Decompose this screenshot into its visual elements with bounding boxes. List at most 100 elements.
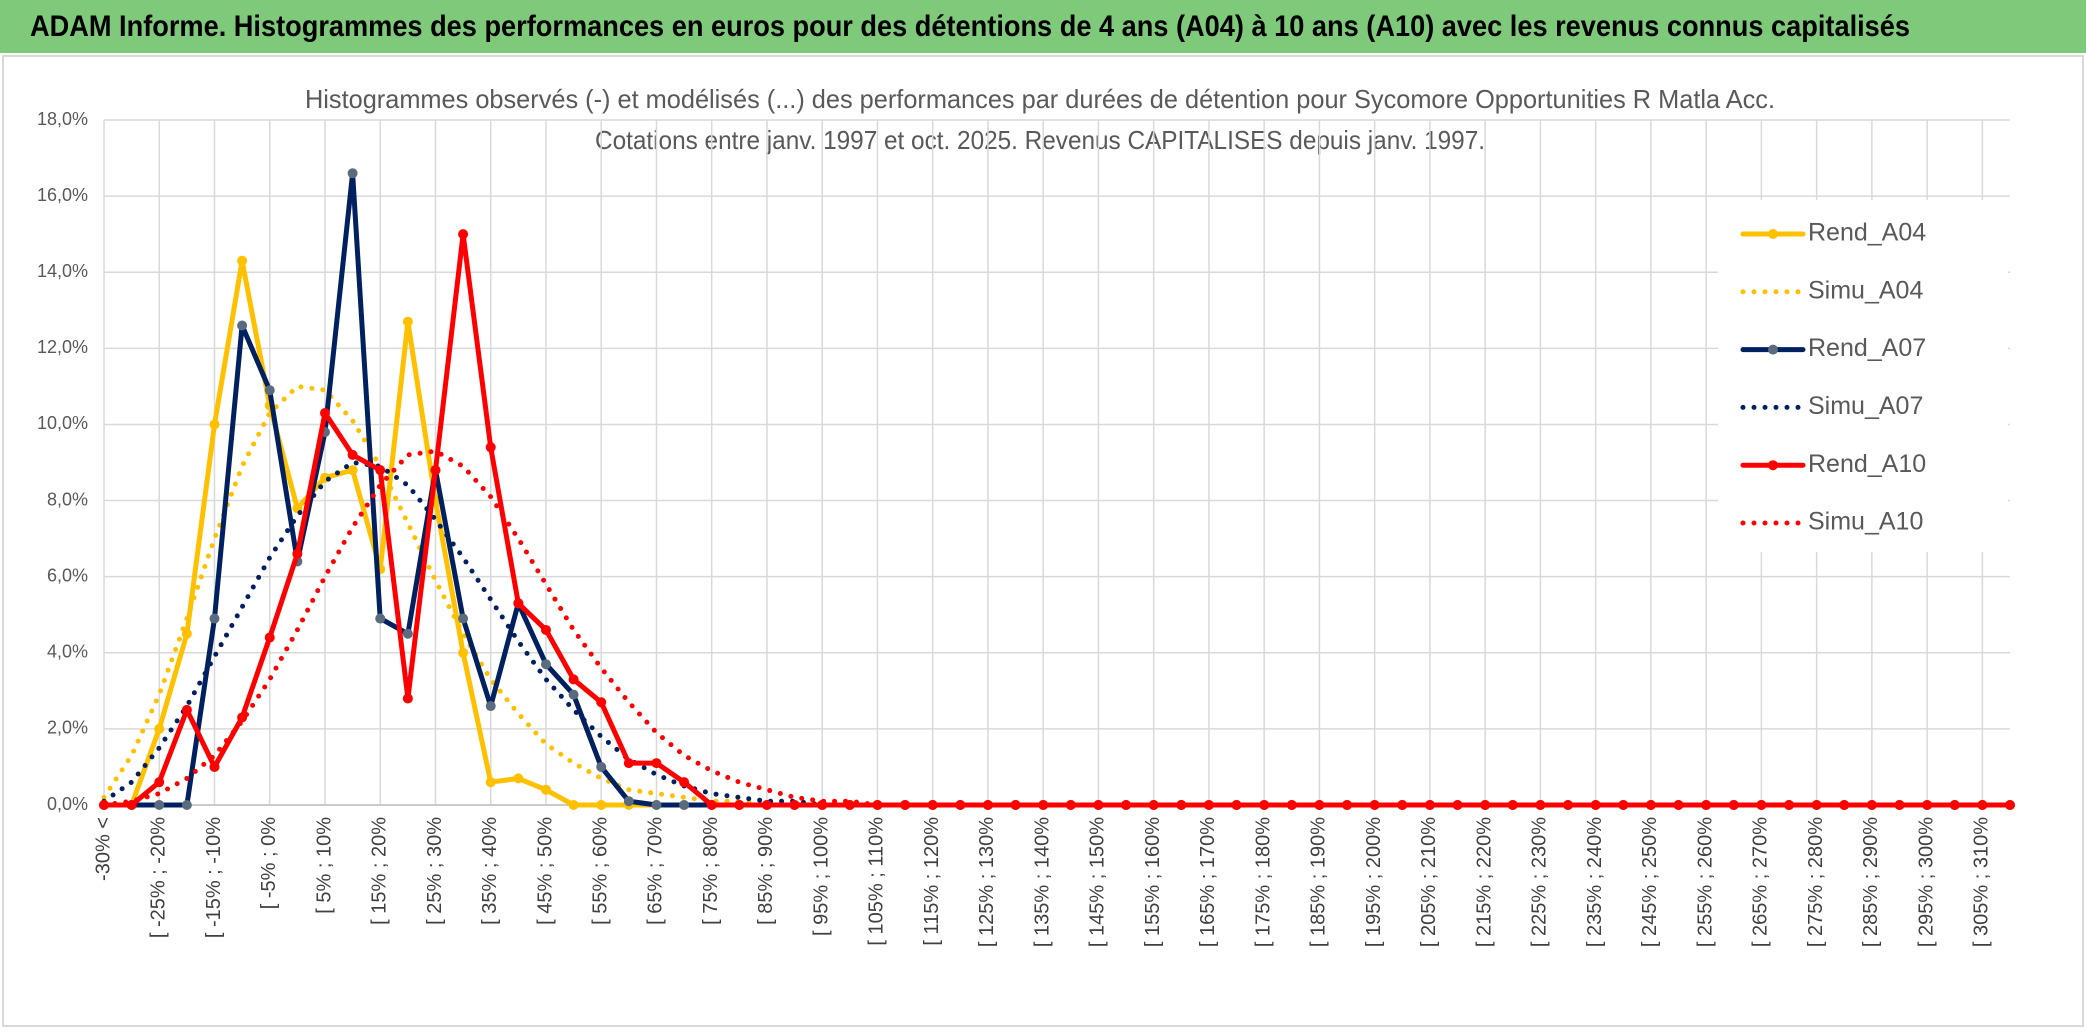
x-tick-label: [ 125% ; 130% — [976, 817, 998, 947]
x-tick-label: [ 295% ; 300% — [1915, 817, 1937, 947]
marker — [1231, 800, 1242, 810]
marker — [568, 800, 579, 810]
marker — [1618, 800, 1629, 810]
y-tick-label: 0,0% — [47, 794, 88, 814]
marker — [955, 800, 966, 810]
x-tick-label: [ 45% ; 50% — [534, 817, 556, 925]
marker — [347, 168, 358, 179]
x-tick-label: [ 105% ; 110% — [866, 817, 888, 946]
legend-label: Rend_A10 — [1808, 450, 1926, 478]
y-tick-label: 12,0% — [37, 337, 88, 357]
marker — [1756, 800, 1767, 810]
marker — [319, 408, 330, 419]
marker — [375, 613, 386, 624]
legend-label: Simu_A04 — [1808, 276, 1923, 304]
x-tick-label: [ 185% ; 190% — [1308, 817, 1330, 947]
x-tick-label: [ 155% ; 160% — [1142, 817, 1164, 947]
x-tick-label: -30% < — [92, 817, 114, 881]
marker — [430, 465, 441, 476]
marker — [540, 784, 551, 795]
marker — [181, 704, 192, 715]
y-tick-label: 8,0% — [47, 489, 88, 509]
x-tick-label: [ 65% ; 70% — [645, 817, 667, 925]
series-line — [101, 448, 2013, 808]
legend-box — [1718, 200, 2008, 552]
marker — [1977, 800, 1988, 810]
legend-label: Simu_A07 — [1808, 392, 1923, 420]
marker — [513, 598, 524, 609]
marker — [154, 723, 165, 734]
x-tick-label: [ 75% ; 80% — [700, 817, 722, 925]
marker — [1645, 800, 1656, 810]
x-tick-label: [ -5% ; 0% — [258, 817, 280, 909]
marker — [1342, 800, 1353, 810]
marker — [789, 800, 800, 810]
y-tick-label: 2,0% — [47, 718, 88, 738]
x-tick-label: [ 5% ; 10% — [313, 817, 335, 914]
marker — [596, 761, 607, 772]
marker — [1010, 800, 1021, 810]
marker — [402, 316, 413, 327]
marker — [264, 385, 275, 396]
y-tick-label: 10,0% — [37, 413, 88, 433]
marker — [458, 229, 469, 240]
x-tick-label: [ 25% ; 30% — [424, 817, 446, 925]
marker — [734, 800, 745, 810]
chart-subtitle: Cotations entre janv. 1997 et oct. 2025.… — [595, 125, 1485, 155]
x-tick-label: [ -15% ; -10% — [203, 817, 225, 938]
marker — [1507, 800, 1518, 810]
marker — [540, 659, 551, 670]
marker — [347, 465, 358, 476]
legend-label: Rend_A07 — [1808, 334, 1926, 362]
y-tick-label: 14,0% — [37, 261, 88, 281]
x-tick-label: [ 265% ; 270% — [1750, 817, 1772, 947]
marker — [1397, 800, 1408, 810]
marker — [485, 701, 496, 712]
legend-marker — [1768, 460, 1778, 471]
x-tick-label: [ 205% ; 210% — [1418, 817, 1440, 947]
marker — [568, 689, 579, 700]
x-tick-label: [ 165% ; 170% — [1197, 817, 1219, 947]
x-tick-label: [ 55% ; 60% — [589, 817, 611, 925]
marker — [1121, 800, 1132, 810]
marker — [402, 628, 413, 639]
marker — [900, 800, 911, 810]
marker — [458, 647, 469, 658]
marker — [651, 800, 662, 810]
marker — [126, 800, 137, 810]
marker — [458, 613, 469, 624]
legend-label: Simu_A10 — [1808, 508, 1923, 536]
y-tick-label: 16,0% — [37, 185, 88, 205]
marker — [181, 628, 192, 639]
marker — [1286, 800, 1297, 810]
x-tick-label: [ 15% ; 20% — [369, 817, 391, 925]
marker — [623, 758, 634, 769]
marker — [568, 674, 579, 685]
legend-marker — [1768, 229, 1778, 239]
x-tick-label: [ 275% ; 280% — [1805, 817, 1827, 947]
x-tick-label: [ 175% ; 180% — [1252, 817, 1274, 947]
marker — [154, 777, 165, 788]
x-tick-label: [ 85% ; 90% — [755, 817, 777, 925]
marker — [1866, 800, 1877, 810]
marker — [623, 796, 634, 807]
marker — [402, 693, 413, 704]
marker — [292, 548, 303, 559]
x-tick-label: [ 235% ; 240% — [1584, 817, 1606, 947]
x-tick-label: [ 145% ; 150% — [1087, 817, 1109, 947]
marker — [1176, 800, 1187, 810]
header-bar — [0, 0, 2086, 53]
marker — [651, 758, 662, 769]
marker — [1701, 800, 1712, 810]
legend-marker — [1768, 344, 1778, 355]
marker — [264, 632, 275, 643]
marker — [596, 800, 607, 810]
marker — [513, 773, 524, 784]
x-tick-label: [ 195% ; 200% — [1363, 817, 1385, 947]
marker — [1728, 800, 1739, 810]
marker — [154, 800, 165, 810]
x-tick-label: [ 305% ; 310% — [1971, 817, 1993, 947]
x-tick-label: [ 215% ; 220% — [1473, 817, 1495, 947]
y-tick-label: 4,0% — [47, 642, 88, 662]
